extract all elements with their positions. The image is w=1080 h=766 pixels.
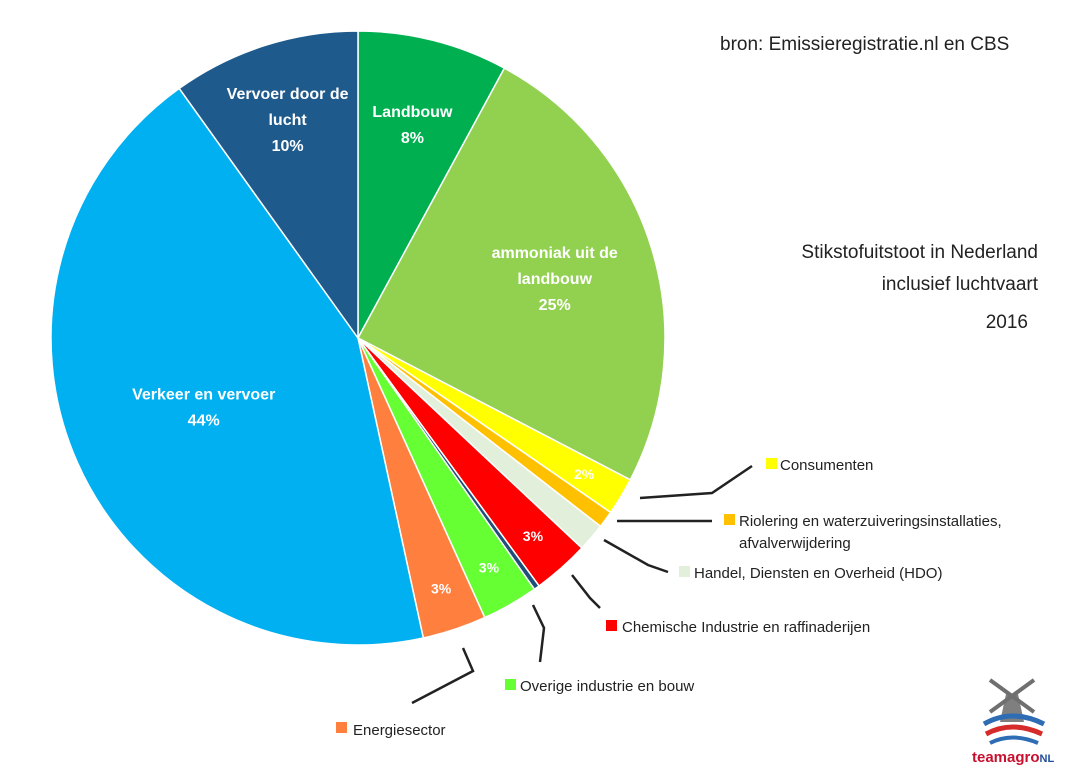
teamagro-logo: teamagroNL	[972, 678, 1054, 766]
field-wave-icon	[989, 735, 1039, 745]
slice-value-label: 44%	[188, 413, 220, 430]
chart-title-line-2: inclusief luchtvaart	[882, 274, 1039, 295]
legend-label: Consumenten	[780, 457, 873, 474]
slice-name-label: Vervoer door de	[227, 86, 349, 103]
legend-swatch	[336, 722, 347, 733]
legend-swatch	[679, 566, 690, 577]
chart-title-line-1: Stikstofuitstoot in Nederland	[801, 242, 1038, 263]
leader-line	[571, 574, 601, 609]
leader-line	[603, 538, 669, 574]
leader-line	[531, 604, 546, 663]
pie-slice	[50, 87, 425, 646]
legend-swatch	[766, 458, 777, 469]
legend: Consumenten Riolering en waterzuiveringsi…	[336, 457, 1002, 739]
pie-slice-labels: Landbouw 8% ammoniak uit de landbouw 25% 2% 3%…	[132, 86, 618, 597]
pie-slices	[50, 30, 666, 646]
pie-slice	[356, 67, 666, 481]
slice-value-label: 8%	[401, 130, 424, 147]
pie-slice	[357, 30, 506, 339]
svg-text:teamagroNL: teamagroNL	[972, 749, 1054, 766]
slice-name-label: lucht	[268, 112, 307, 129]
leader-line	[639, 464, 753, 500]
field-wave-icon	[984, 724, 1044, 737]
brand-country: NL	[1040, 753, 1055, 765]
slice-name-label: landbouw	[517, 271, 592, 288]
legend-label: Overige industrie en bouw	[520, 678, 694, 695]
leader-line	[411, 647, 475, 705]
source-text: bron: Emissieregistratie.nl en CBS	[720, 34, 1009, 55]
chart-year: 2016	[986, 312, 1028, 333]
slice-value-label: 2%	[574, 466, 595, 482]
slice-value-label: 3%	[431, 581, 452, 597]
legend-swatch	[606, 620, 617, 631]
legend-label: Riolering en waterzuiveringsinstallaties…	[739, 513, 1002, 530]
slice-name-label: Verkeer en vervoer	[132, 387, 275, 404]
legend-leader-lines	[411, 464, 753, 705]
slice-value-label: 10%	[272, 138, 304, 155]
field-wave-icon	[982, 713, 1046, 727]
slice-value-label: 3%	[479, 559, 500, 575]
legend-swatch	[724, 514, 735, 525]
legend-label: Handel, Diensten en Overheid (HDO)	[694, 565, 942, 582]
brand-name: teamagro	[972, 749, 1040, 766]
slice-value-label: 25%	[539, 297, 571, 314]
slice-name-label: Landbouw	[372, 104, 453, 121]
legend-swatch	[505, 679, 516, 690]
pie-slice	[178, 30, 359, 341]
legend-label: afvalverwijdering	[739, 535, 851, 552]
slice-name-label: ammoniak uit de	[492, 245, 618, 262]
windmill-blade	[988, 678, 1036, 714]
legend-label: Energiesector	[353, 722, 446, 739]
slice-value-label: 3%	[523, 528, 544, 544]
legend-label: Chemische Industrie en raffinaderijen	[622, 619, 870, 636]
